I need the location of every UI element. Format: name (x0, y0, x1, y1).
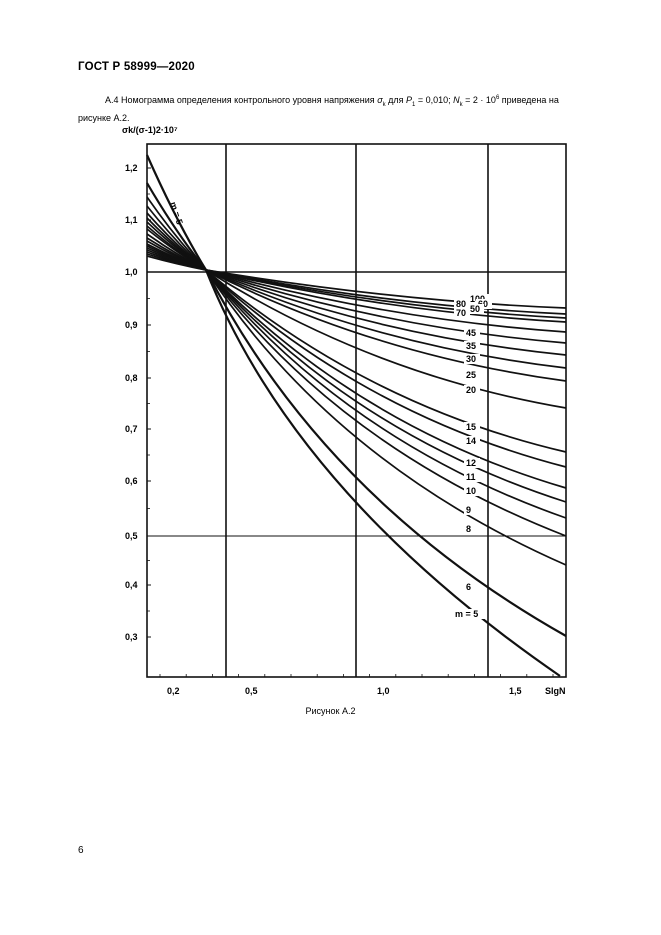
curve-label-11: 11 (466, 472, 476, 482)
curve-label-25: 25 (466, 370, 476, 380)
document-header: ГОСТ Р 58999—2020 (78, 61, 195, 73)
curve-label-m=5: m = 5 (455, 609, 478, 619)
y-tick-label: 0,6 (125, 476, 138, 486)
curve-m-6 (146, 182, 567, 637)
curve-m-30 (146, 240, 567, 369)
y-tick-label: 1,2 (125, 163, 138, 173)
curve-label-bg (464, 524, 474, 534)
curve-label-bg (464, 370, 480, 380)
curve-label-20: 20 (466, 385, 476, 395)
curve-label-8: 8 (466, 524, 471, 534)
intro-paragraph: А.4 Номограмма определения контрольного … (78, 95, 559, 123)
x-tick-label: 0,2 (167, 686, 180, 696)
curve-label-bg (454, 308, 470, 318)
curve-label-35: 35 (466, 341, 476, 351)
curve-label-bg (464, 354, 480, 364)
curve-m-25 (146, 237, 567, 382)
curve-m-35 (146, 243, 567, 356)
chart-curves (145, 154, 567, 677)
curve-label-30: 30 (466, 354, 476, 364)
curve-label-70: 70 (456, 308, 466, 318)
y-tick-label: 0,9 (125, 320, 138, 330)
curve-label-45: 45 (466, 328, 476, 338)
curve-m-12 (146, 221, 567, 489)
curve-label-12: 12 (466, 458, 476, 468)
curve-label-bg (464, 385, 480, 395)
x-axis-label: SlgN (545, 686, 566, 696)
chart-curve-labels: 1008060507045353025201514121110986m = 5m… (168, 201, 492, 619)
curve-label-bg (464, 341, 480, 351)
y-axis-label: σk/(σ-1)2·10⁷ (122, 125, 178, 135)
curve-label-bg (464, 422, 480, 432)
curve-label-bg (468, 304, 484, 314)
page-number: 6 (78, 845, 84, 856)
curve-label-bg (464, 582, 474, 592)
y-tick-label: 0,4 (125, 580, 138, 590)
x-tick-label: 1,5 (509, 686, 522, 696)
y-tick-label: 0,5 (125, 531, 138, 541)
curve-label-bg (464, 505, 474, 515)
y-tick-label: 0,7 (125, 424, 138, 434)
y-tick-label: 1,0 (125, 267, 138, 277)
curve-label-6: 6 (466, 582, 471, 592)
curve-label-bg (464, 436, 480, 446)
curve-label-bg (464, 458, 480, 468)
figure-caption: Рисунок А.2 (305, 706, 356, 716)
y-tick-label: 0,3 (125, 632, 138, 642)
curve-label-10: 10 (466, 486, 476, 496)
curve-label-9: 9 (466, 505, 471, 515)
curve-label-bg (453, 609, 487, 619)
curve-m-5 (145, 154, 561, 677)
y-tick-label: 1,1 (125, 215, 138, 225)
x-tick-label: 1,0 (377, 686, 390, 696)
y-tick-label: 0,8 (125, 373, 138, 383)
curve-label-bg (464, 486, 480, 496)
curve-label-bg (464, 328, 480, 338)
curve-label-50: 50 (470, 304, 480, 314)
curve-label-bg (464, 472, 480, 482)
curve-label-14: 14 (466, 436, 476, 446)
curve-label-bg (454, 299, 470, 309)
curve-label-80: 80 (456, 299, 466, 309)
curve-label-15: 15 (466, 422, 476, 432)
x-tick-label: 0,5 (245, 686, 258, 696)
chart-ticks: 1,2 1,1 1,0 0,9 0,8 0,7 0,6 0,5 0,4 0,3 0,2 0,5 1,0 1… (125, 163, 554, 696)
